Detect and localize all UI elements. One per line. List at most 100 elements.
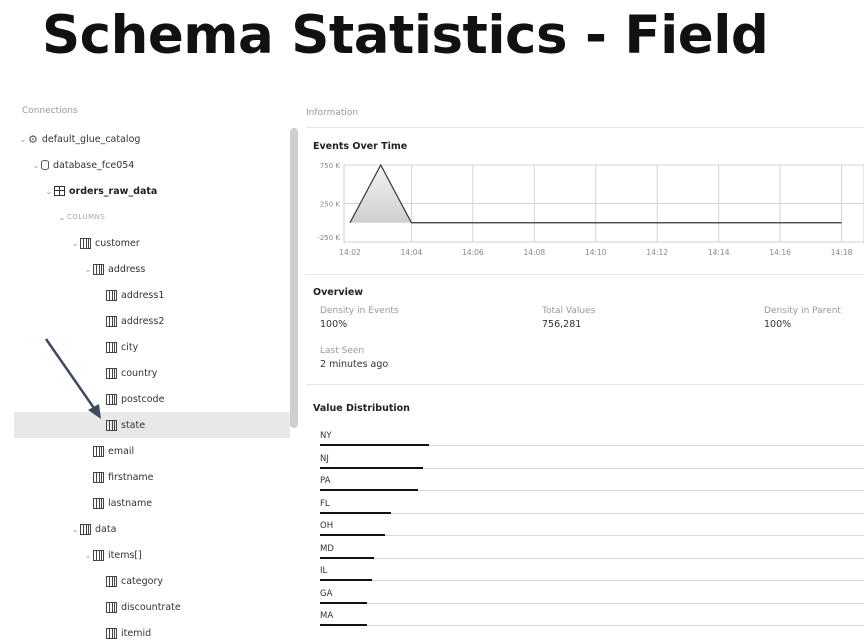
slide-title: Schema Statistics - Field [42,5,769,66]
column-icon [93,497,104,509]
tree-item-postcode[interactable]: postcode [14,386,290,412]
tree-item-customer[interactable]: ⌄ customer [14,230,290,256]
column-icon [106,393,117,405]
chevron-down-icon[interactable]: ⌄ [71,524,79,534]
chevron-down-icon[interactable]: ⌄ [84,550,92,560]
tree-item-label: discountrate [121,601,181,613]
chevron-down-icon[interactable]: ⌄ [32,160,40,170]
series-area [350,165,412,223]
bar-track [320,557,864,559]
tree-item-state[interactable]: state [14,412,290,438]
tree-item-firstname[interactable]: firstname [14,464,290,490]
chevron-down-icon[interactable]: ⌄ [19,134,27,144]
x-tick-label: 14:16 [769,248,791,257]
events-over-time-chart: 14:02 14:04 14:06 14:08 14:10 14:12 14:14 14:16… [317,162,864,257]
tree-item-label: category [121,575,163,587]
chevron-down-icon[interactable]: ⌄ [45,186,53,196]
tree-item-label: city [121,341,139,353]
tree-item-category[interactable]: category [14,568,290,594]
total-values-value: 756,281 [542,319,582,330]
value-distribution-row: FL [320,495,864,517]
tree-item-label: country [121,367,158,379]
tree-item-default-glue-catalog[interactable]: ⌄ ⚙ default_glue_catalog [14,126,290,152]
chevron-down-icon[interactable]: ⌄ [71,238,79,248]
x-tick-label: 14:12 [646,248,668,257]
tree-item-label: customer [95,237,140,249]
x-tick-label: 14:06 [462,248,484,257]
events-over-time-title: Events Over Time [313,141,408,152]
tree-scrollbar[interactable] [290,128,298,428]
tree-item-label: itemid [121,627,152,639]
connections-header: Connections [22,106,78,116]
tree-item-discountrate[interactable]: discountrate [14,594,290,620]
column-icon [106,575,117,587]
divider [306,274,864,275]
category-label: NY [320,431,332,441]
tree-item-label: address1 [121,289,165,301]
divider [306,384,864,385]
tree-item-city[interactable]: city [14,334,290,360]
column-icon [93,471,104,483]
category-label: PA [320,476,331,486]
last-seen-value: 2 minutes ago [320,359,389,370]
divider [306,127,864,128]
column-icon [106,341,117,353]
total-values-label: Total Values [542,306,596,316]
chevron-down-icon[interactable]: ⌄ [84,264,92,274]
distribution-bar [320,444,429,446]
table-icon [54,186,65,196]
distribution-bar [320,556,375,559]
bar-track [320,512,864,514]
density-in-parent-value: 100% [764,319,792,330]
tree-item-country[interactable]: country [14,360,290,386]
tree-item-address[interactable]: ⌄ address [14,256,290,282]
overview-title: Overview [313,287,364,298]
category-label: MA [320,611,334,621]
column-icon [106,627,117,639]
y-tick-label: -250 K [317,234,340,242]
density-in-parent-label: Density in Parent [764,306,841,316]
value-distribution-row: NY [320,427,864,449]
tree-item-label: address2 [121,315,165,327]
x-tick-label: 14:02 [339,248,361,257]
column-icon [93,263,104,275]
value-distribution-row: PA [320,472,864,494]
chevron-down-icon[interactable]: ⌄ [58,212,66,222]
value-distribution-row: NJ [320,450,864,472]
x-tick-label: 14:14 [708,248,730,257]
tree-item-lastname[interactable]: lastname [14,490,290,516]
tree-item-database-fce054[interactable]: ⌄ database_fce054 [14,152,290,178]
category-label: MD [320,543,334,554]
x-tick-label: 14:18 [831,248,853,257]
distribution-bar [320,466,424,469]
tree-item-email[interactable]: email [14,438,290,464]
tree-item-address2[interactable]: address2 [14,308,290,334]
tree-item-orders-raw-data[interactable]: ⌄ orders_raw_data [14,178,290,204]
column-icon [106,289,117,301]
distribution-bar [320,511,391,514]
bar-track [320,445,864,446]
bar-track [320,580,864,581]
series-line [349,163,842,224]
value-distribution-title: Value Distribution [313,403,410,414]
tree-item-itemid[interactable]: itemid [14,620,290,640]
column-icon [80,523,91,535]
tree-item-items-[interactable]: ⌄ items[] [14,542,290,568]
distribution-bar [320,624,368,626]
tree-item-label: postcode [121,393,165,405]
tree-item-label: address [108,263,146,275]
value-distribution-row: GA [320,585,864,607]
column-icon [106,419,117,431]
bar-track [320,535,864,536]
database-icon [41,160,49,170]
column-icon [93,549,104,561]
tree-item-columns[interactable]: ⌄ COLUMNS [14,204,290,230]
information-panel: Information Events Over Time 14:02 14:04 1… [306,100,864,640]
y-tick-label: 750 K [320,162,341,170]
connections-panel: Connections ⌄ ⚙ default_glue_catalog ⌄ datab… [14,100,300,640]
category-label: NJ [320,453,329,464]
distribution-bar [320,534,386,536]
column-icon [106,367,117,379]
tree-item-address1[interactable]: address1 [14,282,290,308]
tree-item-data[interactable]: ⌄ data [14,516,290,542]
